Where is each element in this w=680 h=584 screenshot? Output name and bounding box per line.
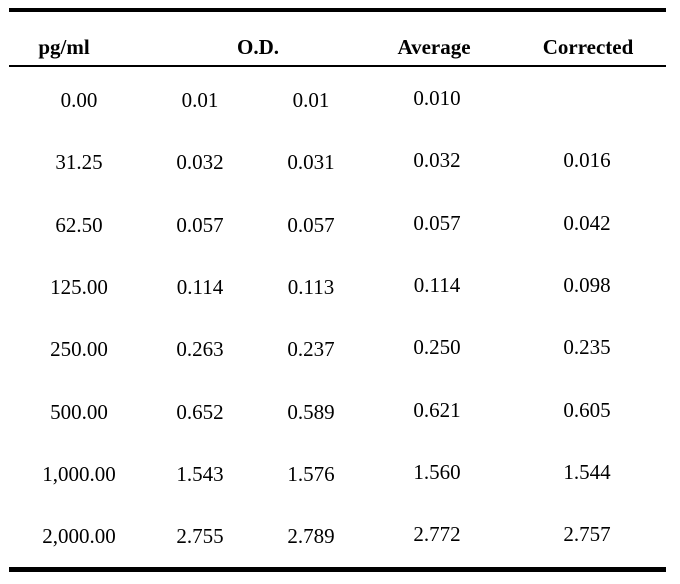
table-cell-od: 2.789 bbox=[287, 524, 335, 548]
table-cell-od: 0.113 bbox=[287, 275, 335, 299]
table-cell-concentration: 1,000.00 bbox=[42, 462, 116, 486]
table-cell-od: 0.652 bbox=[176, 400, 224, 424]
table-cell-od: 0.237 bbox=[287, 337, 335, 361]
table-cell-od: 0.589 bbox=[287, 400, 335, 424]
table-cell-corrected: 2.757 bbox=[563, 522, 611, 546]
header-average: Average bbox=[397, 35, 471, 59]
table-cell-od: 0.031 bbox=[287, 150, 335, 174]
header-od: O.D. bbox=[237, 35, 279, 59]
table-header-rule bbox=[9, 65, 666, 67]
table-cell-average: 0.621 bbox=[413, 398, 461, 422]
table-cell-average: 0.250 bbox=[413, 335, 461, 359]
table-cell-concentration: 500.00 bbox=[50, 400, 108, 424]
table-cell-od: 0.032 bbox=[176, 150, 224, 174]
table-cell-concentration: 31.25 bbox=[55, 150, 103, 174]
table-cell-average: 0.032 bbox=[413, 148, 461, 172]
table-top-rule bbox=[9, 8, 666, 12]
table-cell-average: 0.010 bbox=[413, 86, 461, 110]
table-cell-corrected: 0.605 bbox=[563, 398, 611, 422]
table-cell-od: 0.114 bbox=[176, 275, 224, 299]
table-cell-average: 1.560 bbox=[413, 460, 461, 484]
table-cell-corrected: 0.235 bbox=[563, 335, 611, 359]
table-cell-corrected: 0.098 bbox=[563, 273, 611, 297]
table-cell-od: 2.755 bbox=[176, 524, 224, 548]
table-cell-od: 0.057 bbox=[287, 213, 335, 237]
table-cell-od: 1.576 bbox=[287, 462, 335, 486]
table-cell-od: 0.263 bbox=[176, 337, 224, 361]
table-cell-concentration: 62.50 bbox=[55, 213, 103, 237]
header-concentration: pg/ml bbox=[38, 35, 90, 59]
table-cell-concentration: 2,000.00 bbox=[42, 524, 116, 548]
table-cell-od: 0.01 bbox=[292, 88, 330, 112]
header-corrected: Corrected bbox=[542, 35, 634, 59]
table-cell-average: 0.057 bbox=[413, 211, 461, 235]
table-cell-od: 0.057 bbox=[176, 213, 224, 237]
table-bottom-rule bbox=[9, 567, 666, 572]
table-cell-corrected: 1.544 bbox=[563, 460, 611, 484]
table-cell-average: 0.114 bbox=[413, 273, 461, 297]
table-cell-od: 0.01 bbox=[181, 88, 219, 112]
table-cell-concentration: 0.00 bbox=[60, 88, 98, 112]
table-cell-corrected: 0.042 bbox=[563, 211, 611, 235]
table-cell-concentration: 125.00 bbox=[50, 275, 108, 299]
table-cell-concentration: 250.00 bbox=[50, 337, 108, 361]
table-cell-average: 2.772 bbox=[413, 522, 461, 546]
table-cell-od: 1.543 bbox=[176, 462, 224, 486]
table-cell-corrected: 0.016 bbox=[563, 148, 611, 172]
